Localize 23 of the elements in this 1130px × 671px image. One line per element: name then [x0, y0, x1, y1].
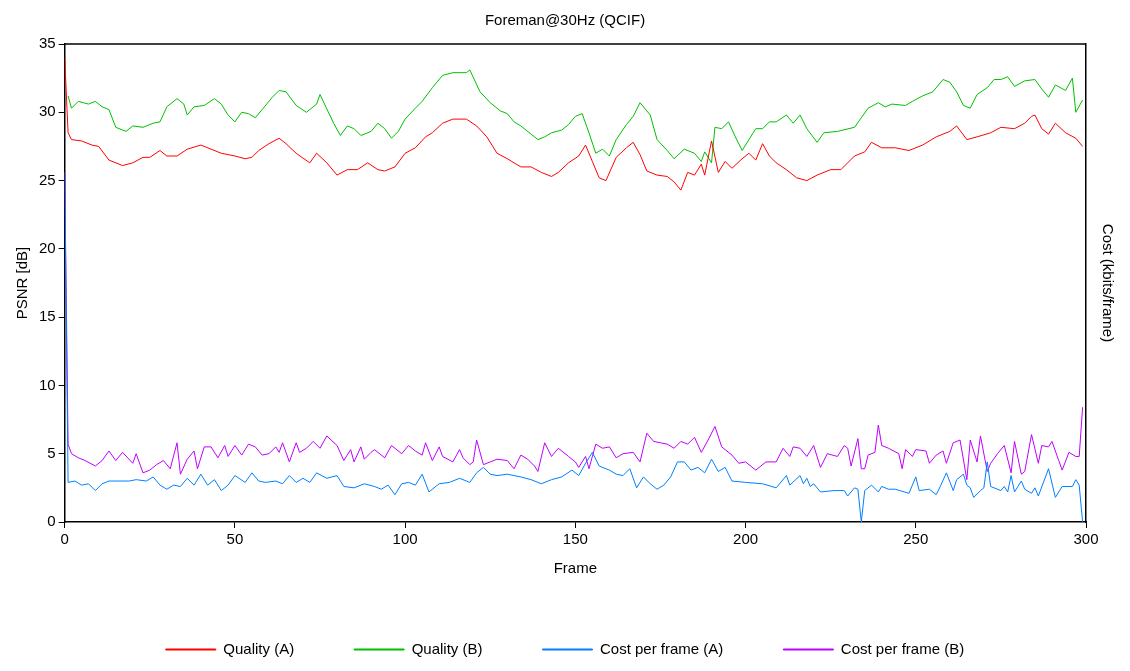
legend-label: Cost per frame (B): [840, 639, 965, 657]
x-axis-title: Frame: [553, 559, 598, 577]
x-tick-label: 100: [392, 530, 418, 548]
y-tick-label: 15: [39, 307, 56, 325]
y-tick-label: 10: [39, 375, 56, 393]
y-tick-label: 25: [39, 170, 56, 188]
legend-label: Quality (B): [411, 639, 483, 657]
x-tick-label: 50: [226, 530, 244, 548]
y-tick-label: 30: [39, 102, 56, 120]
x-tick-label: 150: [562, 530, 588, 548]
y2-axis-title: Cost (kbits/frame): [1099, 223, 1117, 343]
y-tick-label: 35: [39, 34, 56, 52]
x-tick-label: 0: [60, 530, 69, 548]
legend-label: Quality (A): [223, 639, 295, 657]
x-tick-label: 300: [1073, 530, 1099, 548]
y-tick-label: 5: [47, 443, 56, 461]
y-tick-label: 20: [39, 239, 56, 256]
legend-label: Cost per frame (A): [599, 639, 724, 657]
y-tick-label: 0: [47, 512, 56, 530]
y-axis-title: PSNR [dB]: [13, 246, 31, 320]
x-tick-label: 250: [903, 530, 929, 548]
x-tick-label: 200: [733, 530, 759, 548]
chart-title: Foreman@30Hz (QCIF): [484, 11, 646, 29]
